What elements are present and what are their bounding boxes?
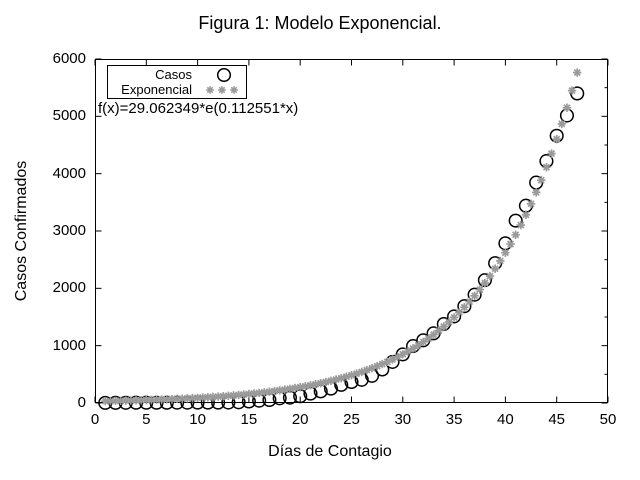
x-tick-label: 40 — [497, 411, 514, 428]
x-tick-label: 10 — [189, 411, 206, 428]
x-tick-label: 50 — [599, 411, 617, 428]
legend-item-casos: Casos — [108, 67, 246, 82]
x-tick-label: 30 — [394, 411, 412, 428]
plot-canvas — [94, 58, 609, 410]
y-tick-label: 2000 — [52, 279, 86, 297]
legend-item-exponencial: Exponencial — [108, 82, 246, 97]
chart-title: Figura 1: Modelo Exponencial. — [198, 13, 442, 33]
x-tick-label: 5 — [142, 411, 151, 428]
x-tick-label: 45 — [548, 411, 566, 428]
open-circle-marker-icon — [198, 67, 246, 83]
asterisk-marker-icon — [198, 82, 246, 98]
legend: Casos Exponencial — [107, 65, 247, 99]
x-tick-label: 15 — [240, 411, 258, 428]
y-tick-label: 5000 — [52, 107, 86, 125]
plot-area: Casos Exponencial f(x)=29.062349*e(0.112… — [94, 58, 609, 410]
y-tick-label: 6000 — [52, 50, 86, 67]
x-tick-label: 20 — [291, 411, 309, 428]
x-tick-label: 25 — [343, 411, 360, 428]
legend-label-casos: Casos — [155, 67, 192, 82]
x-tick-label: 35 — [445, 411, 463, 428]
x-tick-label: 0 — [90, 411, 100, 428]
y-tick-label: 4000 — [52, 164, 86, 182]
legend-label-exponencial: Exponencial — [121, 82, 192, 97]
fit-equation-label: f(x)=29.062349*e(0.112551*x) — [98, 100, 299, 117]
y-tick-label: 1000 — [52, 336, 86, 354]
x-axis-label: Días de Contagio — [268, 443, 392, 460]
y-tick-label: 3000 — [52, 222, 86, 239]
y-tick-label: 0 — [77, 394, 86, 411]
